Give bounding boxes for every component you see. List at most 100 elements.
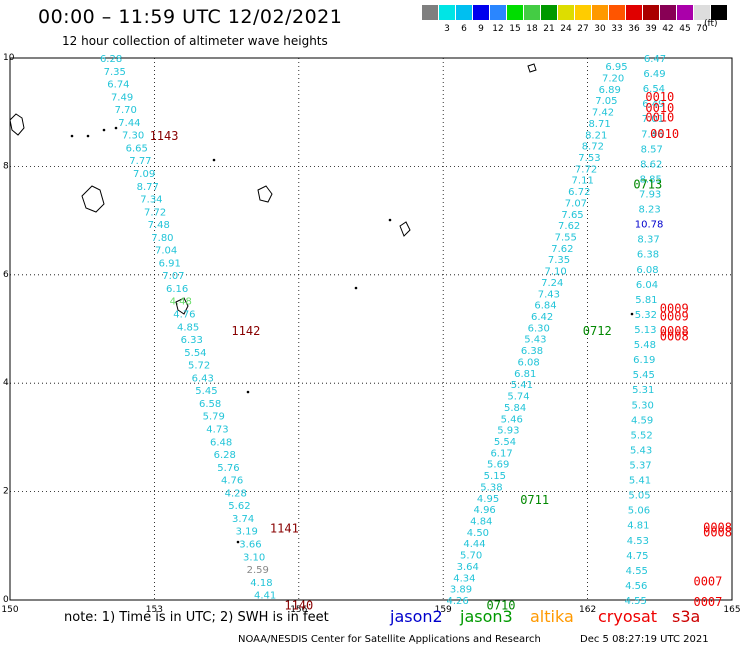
colorbar-swatch [626,5,642,20]
colorbar-unit: (ft) [704,19,718,29]
colorbar-swatch [490,5,506,20]
wave-height-label: 5.72 [188,361,210,372]
satellite-s3a: s3a [672,607,701,626]
x-tick-label: 159 [435,605,452,615]
track-time-label: 1143 [150,129,179,143]
colorbar-label: 30 [594,24,606,34]
wave-height-label: 8.71 [588,119,610,130]
wave-height-label: 4.96 [474,505,496,516]
wave-height-label: 5.41 [629,476,651,487]
colorbar-swatch [575,5,591,20]
track-time-label: 1140 [284,598,313,612]
wave-height-label: 3.66 [239,539,261,550]
colorbar-label: 39 [645,24,657,34]
wave-height-label: 8.37 [637,235,659,246]
wave-height-label: 7.30 [122,131,144,142]
track-time-label: 0009 [660,309,689,323]
wave-height-label: 7.44 [118,118,140,129]
wave-height-label: 3.19 [236,527,258,538]
wave-height-label: 4.55 [626,566,648,577]
wave-height-label: 4.73 [206,424,228,435]
wave-height-label: 5.79 [203,412,225,423]
wave-height-label: 8.62 [640,159,662,170]
wave-height-label: 5.45 [633,370,655,381]
wave-height-label: 6.47 [644,54,666,65]
track-time-label: 0008 [703,520,732,534]
track-time-label: 0007 [693,574,722,588]
track-time-label: 0010 [650,127,679,141]
wave-height-label: 7.72 [575,164,597,175]
wave-height-label: 5.54 [494,437,516,448]
wave-height-label: 8.23 [639,205,661,216]
wave-height-label: 7.43 [538,289,560,300]
x-tick-label: 162 [579,605,596,615]
colorbar-swatch [592,5,608,20]
wave-height-label: 7.55 [555,233,577,244]
wave-height-label: 7.11 [572,176,594,187]
wave-height-label: 7.70 [115,105,137,116]
wave-height-label: 5.46 [501,414,523,425]
wave-height-label: 5.70 [460,551,482,562]
wave-height-label: 7.04 [155,246,177,257]
wave-height-label: 5.41 [511,380,533,391]
wave-height-label: 5.38 [480,482,502,493]
wave-height-label: 5.52 [630,430,652,441]
wave-height-label: 7.77 [129,156,151,167]
colorbar-label: 15 [509,24,521,34]
wave-height-label: 6.58 [199,399,221,410]
colorbar-swatch [609,5,625,20]
wave-height-label: 7.48 [148,220,170,231]
colorbar-label: 45 [679,24,691,34]
track-time-label: 0711 [520,493,549,507]
x-tick-label: 156 [290,605,307,615]
track-time-label: 0710 [487,598,516,612]
wave-height-label: 6.72 [568,187,590,198]
wave-height-label: 7.09 [133,169,155,180]
island-outline [399,221,411,237]
islet-marker [354,286,358,290]
wave-height-label: 5.15 [484,471,506,482]
wave-height-label: 4.28 [225,488,247,499]
colorbar-swatch [456,5,472,20]
wave-height-label: 4.84 [470,516,492,527]
track-time-label: 0009 [660,301,689,315]
wave-height-label: 4.85 [177,322,199,333]
colorbar-swatch [711,5,727,20]
track-time-label: 0010 [645,101,674,115]
wave-height-label: 5.05 [628,491,650,502]
colorbar-swatch [660,5,676,20]
wave-height-label: 4.55 [625,596,647,607]
wave-height-label: 10.78 [635,220,664,231]
islet-marker [630,312,634,316]
wave-height-label: 4.95 [477,494,499,505]
wave-height-label: 7.62 [551,244,573,255]
colorbar-swatch [524,5,540,20]
generation-timestamp: Dec 5 08:27:19 UTC 2021 [580,634,709,645]
wave-height-label: 5.48 [634,340,656,351]
islet-marker [70,134,74,138]
wave-height-label: 6.28 [100,54,122,65]
wave-height-label: 6.54 [643,84,665,95]
wave-height-label: 4.76 [173,310,195,321]
track-time-label: 0008 [703,526,732,540]
islet-marker [86,134,90,138]
wave-height-label: 3.10 [243,552,265,563]
x-tick-label: 150 [1,605,18,615]
footer-note: note: 1) Time is in UTC; 2) SWH is in fe… [64,610,329,625]
wave-height-label: 6.49 [643,69,665,80]
colorbar-label: 12 [492,24,504,34]
wave-height-label: 6.08 [517,357,539,368]
wave-height-label: 6.16 [166,284,188,295]
wave-height-label: 4.41 [254,591,276,602]
wave-height-label: 5.62 [228,501,250,512]
wave-height-label: 3.89 [450,585,472,596]
wave-height-label: 6.89 [599,85,621,96]
wave-height-label: 7.93 [639,190,661,201]
wave-height-label: 6.95 [605,62,627,73]
y-tick-label: 8 [3,161,9,171]
map-frame [9,57,733,601]
wave-height-label: 5.74 [507,392,529,403]
colorbar-label: 18 [526,24,538,34]
track-time-label: 0008 [660,324,689,338]
wave-height-label: 4.34 [453,573,475,584]
